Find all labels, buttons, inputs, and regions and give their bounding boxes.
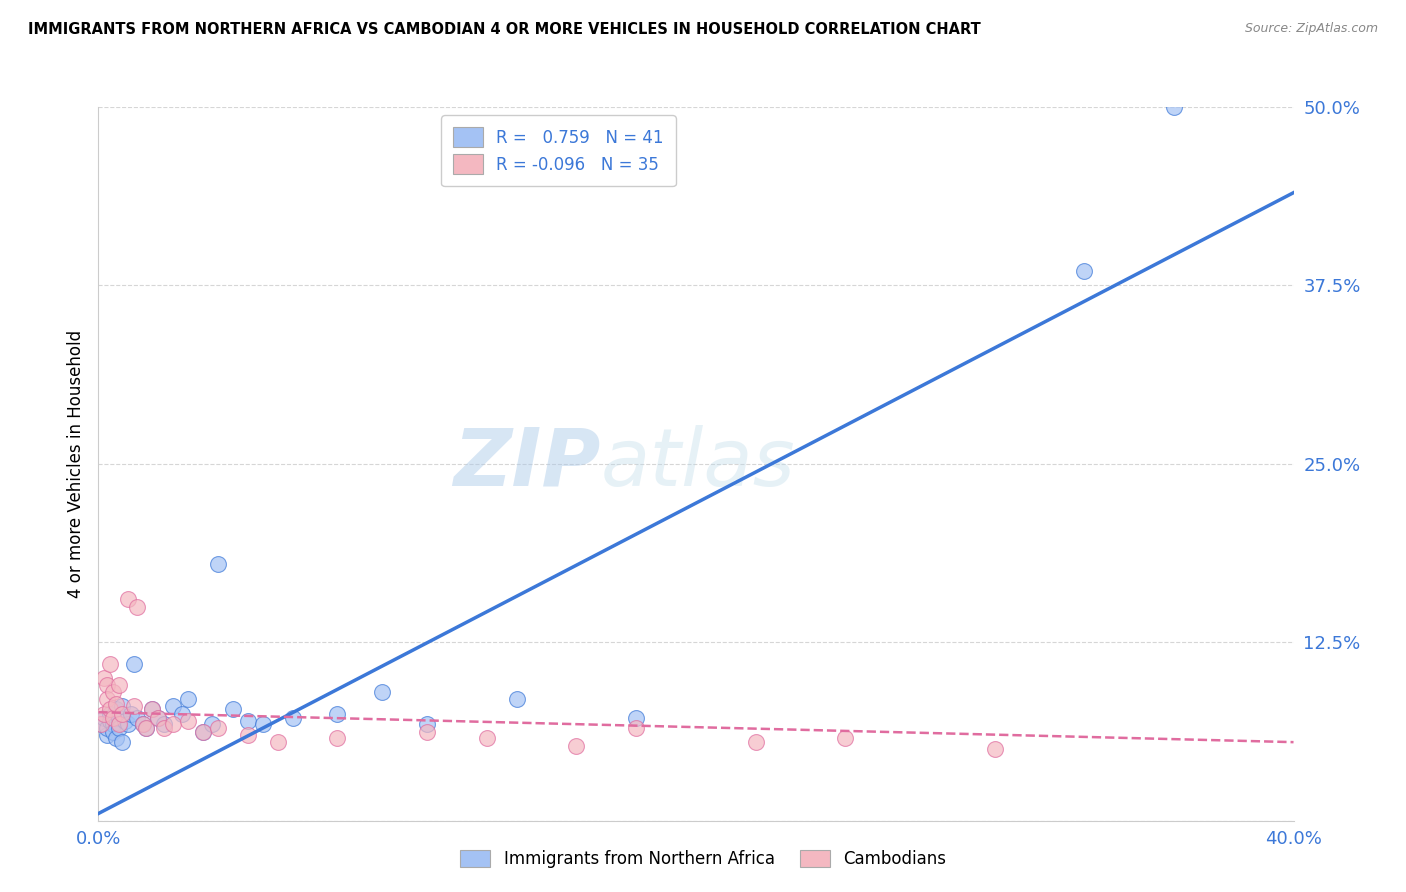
Point [127, 711, 149, 725]
Point [127, 599, 149, 614]
Point [108, 678, 131, 692]
Text: atlas: atlas [600, 425, 796, 503]
Point [96, 678, 118, 692]
Legend: R =   0.759   N = 41, R = -0.096   N = 35: R = 0.759 N = 41, R = -0.096 N = 35 [441, 115, 675, 186]
Point [98, 657, 122, 671]
Point [108, 716, 131, 731]
Point [191, 725, 214, 739]
Point [565, 739, 588, 754]
Point [96, 728, 118, 742]
Point [148, 711, 170, 725]
Point [624, 711, 647, 725]
Point [105, 731, 128, 745]
Point [834, 731, 856, 745]
Point [201, 716, 224, 731]
Text: IMMIGRANTS FROM NORTHERN AFRICA VS CAMBODIAN 4 OR MORE VEHICLES IN HOUSEHOLD COR: IMMIGRANTS FROM NORTHERN AFRICA VS CAMBO… [28, 22, 981, 37]
Point [177, 692, 200, 706]
Point [103, 716, 125, 731]
Point [416, 725, 439, 739]
Point [267, 735, 290, 749]
Point [98, 706, 122, 721]
Point [236, 728, 259, 742]
Point [111, 699, 134, 714]
Point [207, 557, 229, 571]
Point [96, 692, 118, 706]
Point [132, 716, 155, 731]
Point [236, 714, 259, 728]
Point [96, 721, 118, 735]
Point [326, 706, 349, 721]
Point [117, 592, 139, 607]
Point [252, 716, 274, 731]
Point [114, 714, 136, 728]
Text: Source: ZipAtlas.com: Source: ZipAtlas.com [1244, 22, 1378, 36]
Point [153, 721, 176, 735]
Point [177, 714, 200, 728]
Point [132, 716, 155, 731]
Point [124, 699, 146, 714]
Y-axis label: 4 or more Vehicles in Household: 4 or more Vehicles in Household [66, 330, 84, 598]
Point [108, 721, 131, 735]
Point [124, 657, 146, 671]
Point [135, 721, 157, 735]
Point [117, 716, 139, 731]
Point [148, 711, 170, 725]
Point [191, 725, 214, 739]
Point [103, 711, 125, 725]
Point [90, 716, 112, 731]
Point [141, 702, 163, 716]
Point [120, 706, 142, 721]
Point [111, 706, 134, 721]
Point [93, 706, 115, 721]
Point [93, 711, 115, 725]
Point [141, 702, 163, 716]
Point [416, 716, 439, 731]
Point [108, 711, 131, 725]
Point [172, 706, 194, 721]
Point [98, 714, 122, 728]
Point [371, 685, 394, 699]
Point [153, 716, 176, 731]
Point [162, 716, 184, 731]
Point [326, 731, 349, 745]
Point [105, 697, 128, 711]
Point [98, 702, 122, 716]
Point [222, 702, 245, 716]
Point [135, 721, 157, 735]
Point [103, 725, 125, 739]
Point [506, 692, 529, 706]
Point [983, 742, 1005, 756]
Point [111, 735, 134, 749]
Legend: Immigrants from Northern Africa, Cambodians: Immigrants from Northern Africa, Cambodi… [454, 843, 952, 875]
Point [281, 711, 304, 725]
Point [624, 721, 647, 735]
Point [1073, 264, 1095, 278]
Point [475, 731, 498, 745]
Point [745, 735, 768, 749]
Point [90, 716, 112, 731]
Point [162, 699, 184, 714]
Point [207, 721, 229, 735]
Point [105, 702, 128, 716]
Text: ZIP: ZIP [453, 425, 600, 503]
Point [1163, 100, 1185, 114]
Point [103, 685, 125, 699]
Point [93, 671, 115, 685]
